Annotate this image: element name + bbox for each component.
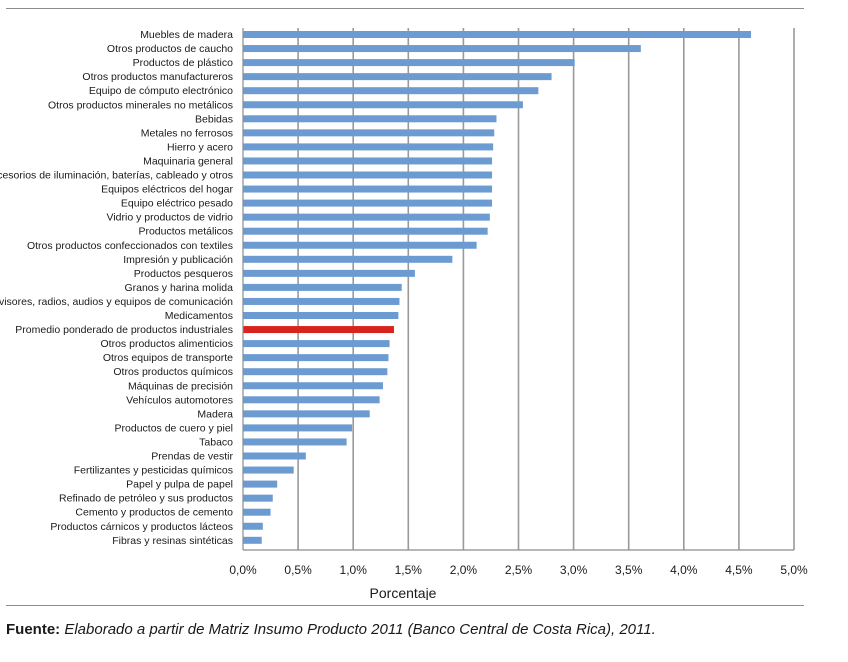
x-tick-labels: 0,0% 0,5% 1,0% 1,5% 2,0% 2,5% 3,0% 3,5% 4,0% 4,5%… [229, 563, 808, 577]
x-tick-label: 0,0% [229, 563, 257, 577]
bar [243, 466, 294, 474]
x-tick-label: 2,5% [505, 563, 533, 577]
category-label: Otros productos minerales no metálicos [48, 99, 233, 111]
category-label: Maquinaria general [143, 155, 233, 167]
bar [243, 115, 497, 123]
bar [243, 424, 353, 432]
bar [243, 368, 388, 376]
bar [243, 297, 400, 305]
bar [243, 354, 389, 362]
bar [243, 171, 493, 179]
bar [243, 87, 539, 95]
category-label: Medicamentos [165, 310, 233, 322]
category-label: Otros productos de caucho [107, 43, 233, 55]
category-label: Equipo eléctrico pesado [121, 198, 233, 210]
bar [243, 382, 383, 390]
category-label: Máquinas de precisión [128, 380, 233, 392]
category-label: Productos cárnicos y productos lácteos [50, 521, 233, 533]
x-tick-label: 2,0% [450, 563, 478, 577]
bar-chart: Muebles de madera Otros productos de cauc… [0, 28, 808, 600]
bar [243, 73, 552, 81]
category-label: Otros productos alimenticios [101, 338, 233, 350]
category-label: Otros productos manufactureros [82, 71, 233, 83]
category-label: Equipos eléctricos del hogar [101, 184, 233, 196]
bar [243, 340, 390, 348]
category-label: Papel y pulpa de papel [126, 479, 233, 491]
x-tick-label: 3,0% [560, 563, 588, 577]
category-label: Vehículos automotores [126, 394, 233, 406]
bar [243, 438, 347, 446]
bar [243, 396, 380, 404]
category-label: Madera [197, 408, 233, 420]
bar [243, 185, 493, 193]
category-label: Cemento y productos de cemento [75, 507, 233, 519]
category-label: Productos metálicos [138, 226, 233, 238]
bar [243, 199, 493, 207]
bars [243, 31, 752, 544]
top-rule [6, 8, 804, 9]
bar [243, 213, 490, 221]
bar [243, 480, 278, 488]
bar [243, 157, 493, 165]
bar [243, 59, 575, 67]
category-label: Equipo de cómputo electrónico [89, 85, 233, 97]
category-label: Metales no ferrosos [141, 127, 233, 139]
x-tick-label: 0,5% [284, 563, 312, 577]
category-label: Otros equipos de transporte [103, 352, 233, 364]
category-label: Televisores, radios, audios y equipos de… [0, 296, 233, 308]
x-tick-label: 1,0% [340, 563, 368, 577]
x-axis-title: Porcentaje [370, 585, 437, 600]
x-tick-label: 3,5% [615, 563, 643, 577]
bar [243, 241, 477, 249]
category-label: Fibras y resinas sintéticas [112, 535, 233, 547]
bar [243, 522, 263, 530]
bar [243, 101, 523, 109]
category-label: Productos pesqueros [134, 268, 233, 280]
bar [243, 129, 495, 137]
bar [243, 508, 271, 516]
category-label: Tabaco [199, 436, 233, 448]
bar [243, 31, 752, 38]
category-label: Vidrio y productos de vidrio [107, 212, 234, 224]
source-note: Fuente: Elaborado a partir de Matriz Ins… [6, 621, 656, 638]
bottom-rule [6, 605, 804, 606]
category-label: Prendas de vestir [151, 451, 233, 463]
x-tick-label: 5,0% [780, 563, 808, 577]
bar [243, 45, 641, 53]
x-tick-label: 1,5% [395, 563, 423, 577]
bar [243, 410, 370, 418]
category-label: Otros productos confeccionados con texti… [27, 240, 233, 252]
category-label: Refinado de petróleo y sus productos [59, 493, 233, 505]
category-labels: Muebles de madera Otros productos de cauc… [0, 29, 233, 547]
bar [243, 143, 494, 151]
category-label: Accesorios de iluminación, baterías, cab… [0, 170, 233, 182]
bar [243, 494, 273, 502]
category-label: Muebles de madera [140, 29, 233, 41]
category-label: Impresión y publicación [123, 254, 233, 266]
source-label: Fuente: [6, 621, 61, 638]
bar [243, 283, 402, 291]
category-label: Productos de plástico [133, 57, 234, 69]
bar-highlight [243, 326, 394, 334]
bar [243, 452, 306, 460]
bar [243, 536, 262, 544]
category-label: Granos y harina molida [124, 282, 233, 294]
category-label: Bebidas [195, 113, 233, 125]
category-label: Hierro y acero [167, 141, 233, 153]
bar [243, 255, 453, 263]
category-label: Promedio ponderado de productos industri… [15, 324, 233, 336]
x-tick-label: 4,5% [725, 563, 753, 577]
x-tick-label: 4,0% [670, 563, 698, 577]
source-text: Elaborado a partir de Matriz Insumo Prod… [64, 621, 656, 638]
bar [243, 269, 415, 277]
bar [243, 312, 399, 319]
category-label: Productos de cuero y piel [115, 422, 233, 434]
category-label: Fertilizantes y pesticidas químicos [74, 465, 233, 477]
category-label: Otros productos químicos [113, 366, 233, 378]
gridlines [297, 28, 795, 550]
bar [243, 227, 488, 235]
